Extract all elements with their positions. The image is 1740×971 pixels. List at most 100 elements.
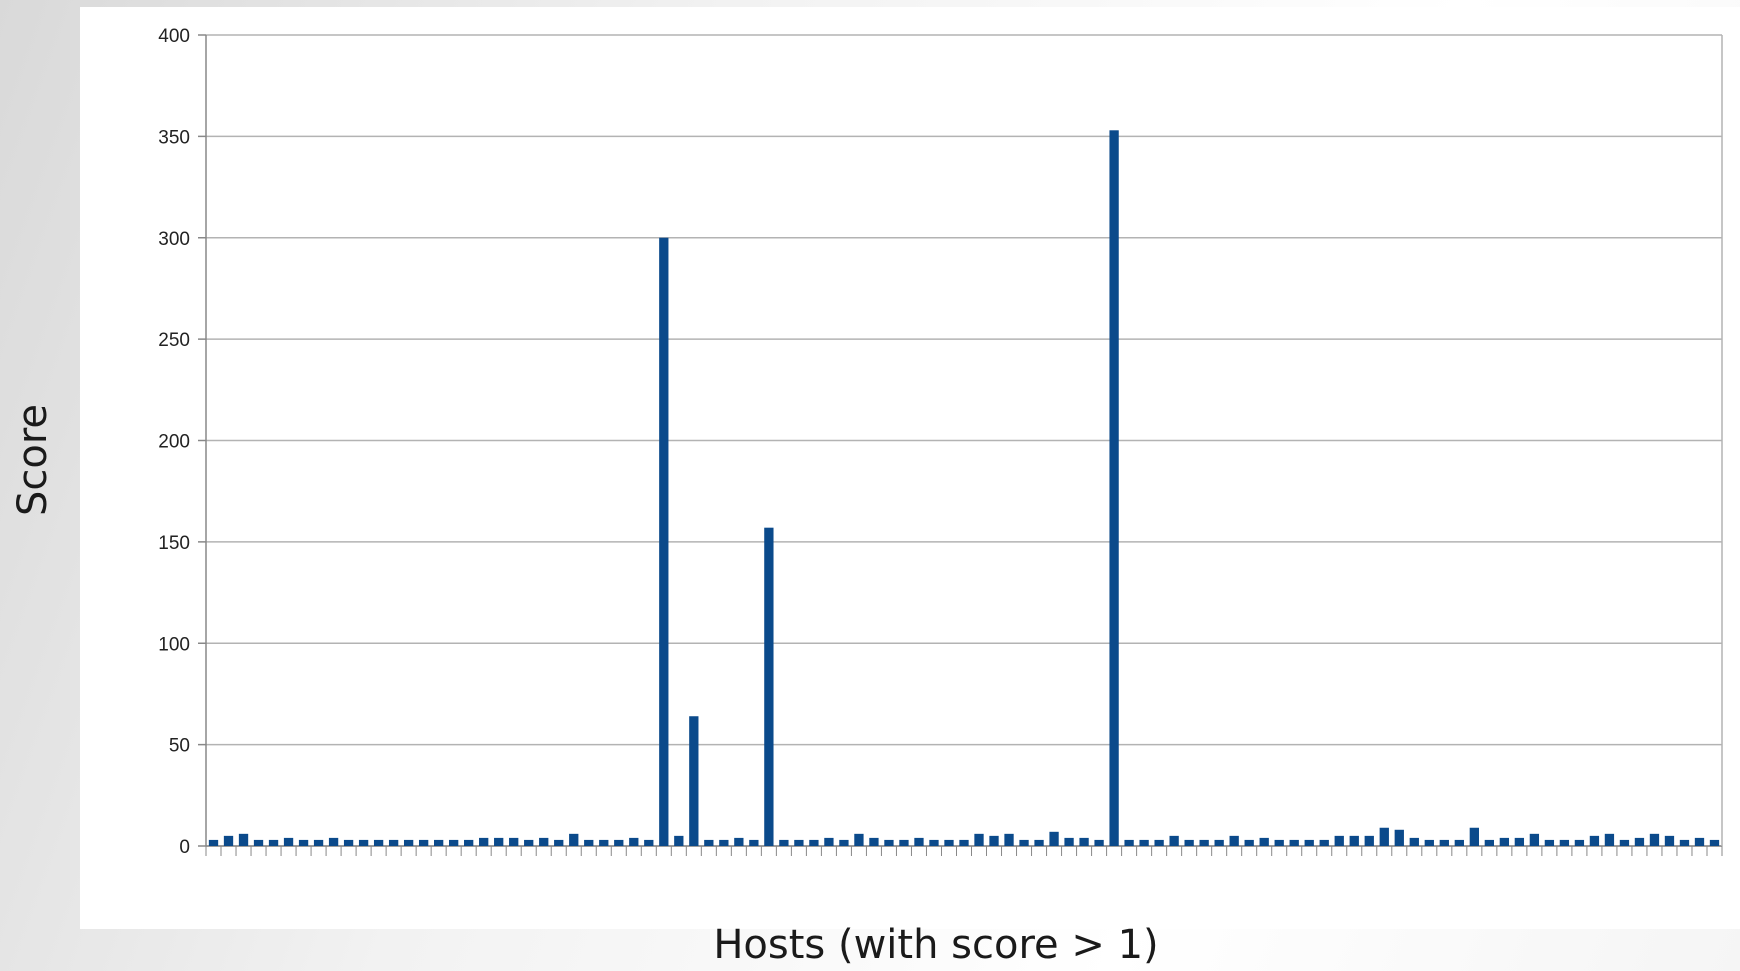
bar	[794, 839, 804, 846]
bar	[599, 839, 609, 846]
bar	[388, 839, 399, 846]
bar	[1319, 839, 1329, 846]
bar	[1349, 835, 1359, 846]
bar	[584, 839, 594, 846]
bars	[208, 130, 1720, 847]
bar	[764, 527, 774, 846]
bar	[1634, 837, 1645, 846]
bar	[539, 837, 549, 846]
bar	[1574, 839, 1585, 846]
bar	[1049, 831, 1059, 846]
bar	[1589, 835, 1600, 846]
bar	[1109, 130, 1119, 847]
bar	[1409, 837, 1419, 846]
bar	[914, 837, 924, 846]
bar	[779, 839, 789, 846]
bar	[1649, 833, 1660, 846]
bar	[479, 837, 489, 846]
bar	[253, 839, 264, 846]
bar	[1274, 839, 1284, 846]
bar	[899, 839, 909, 846]
bar	[1139, 839, 1149, 846]
bar	[929, 839, 939, 846]
bar	[1244, 839, 1254, 846]
bar	[884, 839, 894, 846]
bar	[569, 833, 579, 846]
bar	[1124, 839, 1134, 846]
axes: 0 50 100 150 200 250 300 350 400	[158, 26, 1723, 858]
bar	[1424, 839, 1434, 846]
bar	[644, 839, 654, 846]
bar	[869, 837, 879, 846]
bar	[283, 837, 294, 846]
bar	[524, 839, 534, 846]
y-tick-label: 400	[158, 26, 190, 47]
bar	[1304, 839, 1314, 846]
bar	[449, 839, 459, 846]
bar	[674, 835, 684, 846]
bar	[494, 837, 504, 846]
bar	[298, 839, 309, 846]
x-axis-title: Hosts (with score > 1)	[713, 922, 1159, 968]
bar	[614, 839, 624, 846]
bar	[1334, 835, 1344, 846]
bar	[554, 839, 564, 846]
bar	[1364, 835, 1374, 846]
bar	[1199, 839, 1209, 846]
bar	[418, 839, 429, 846]
bar	[1064, 837, 1074, 846]
bar	[509, 837, 519, 846]
bar	[208, 839, 219, 846]
bar	[434, 839, 444, 846]
bar	[1229, 835, 1239, 846]
bar	[974, 833, 984, 846]
bar	[1019, 839, 1029, 846]
bar	[1679, 839, 1690, 846]
bar	[1544, 839, 1555, 846]
bar	[1379, 827, 1389, 846]
bar	[1184, 839, 1194, 846]
bar	[343, 839, 354, 846]
bar	[1604, 833, 1615, 846]
bar	[824, 837, 834, 846]
bar	[223, 835, 234, 846]
bar	[1514, 837, 1525, 846]
bar	[313, 839, 324, 846]
bar	[989, 835, 999, 846]
bar	[854, 833, 864, 846]
bar	[1169, 835, 1179, 846]
bar	[464, 839, 474, 846]
bar	[1154, 839, 1164, 846]
bar	[1664, 835, 1675, 846]
bar	[749, 839, 759, 846]
bar	[944, 839, 954, 846]
bar	[1394, 829, 1404, 846]
chart-panel	[80, 7, 1740, 929]
bar	[734, 837, 744, 846]
bar	[1499, 837, 1510, 846]
bar	[1484, 839, 1494, 846]
bar	[1079, 837, 1089, 846]
bar	[1709, 839, 1720, 846]
bar	[1214, 839, 1224, 846]
y-tick-label: 300	[158, 229, 190, 250]
bar	[268, 839, 279, 846]
y-tick-label: 350	[158, 127, 190, 148]
y-tick-label: 0	[179, 837, 190, 858]
bar	[839, 839, 849, 846]
bar	[659, 237, 669, 846]
bar	[238, 833, 249, 846]
y-tick-label: 100	[158, 634, 190, 655]
bar	[1529, 833, 1540, 846]
y-tick-label: 250	[158, 330, 190, 351]
bar	[328, 837, 339, 846]
bar	[1454, 839, 1464, 846]
bar	[719, 839, 729, 846]
bar	[358, 839, 369, 846]
bar	[629, 837, 639, 846]
y-axis-title: Score	[10, 403, 56, 517]
bar	[1034, 839, 1044, 846]
bar	[1259, 837, 1269, 846]
y-tick-label: 200	[158, 432, 190, 453]
